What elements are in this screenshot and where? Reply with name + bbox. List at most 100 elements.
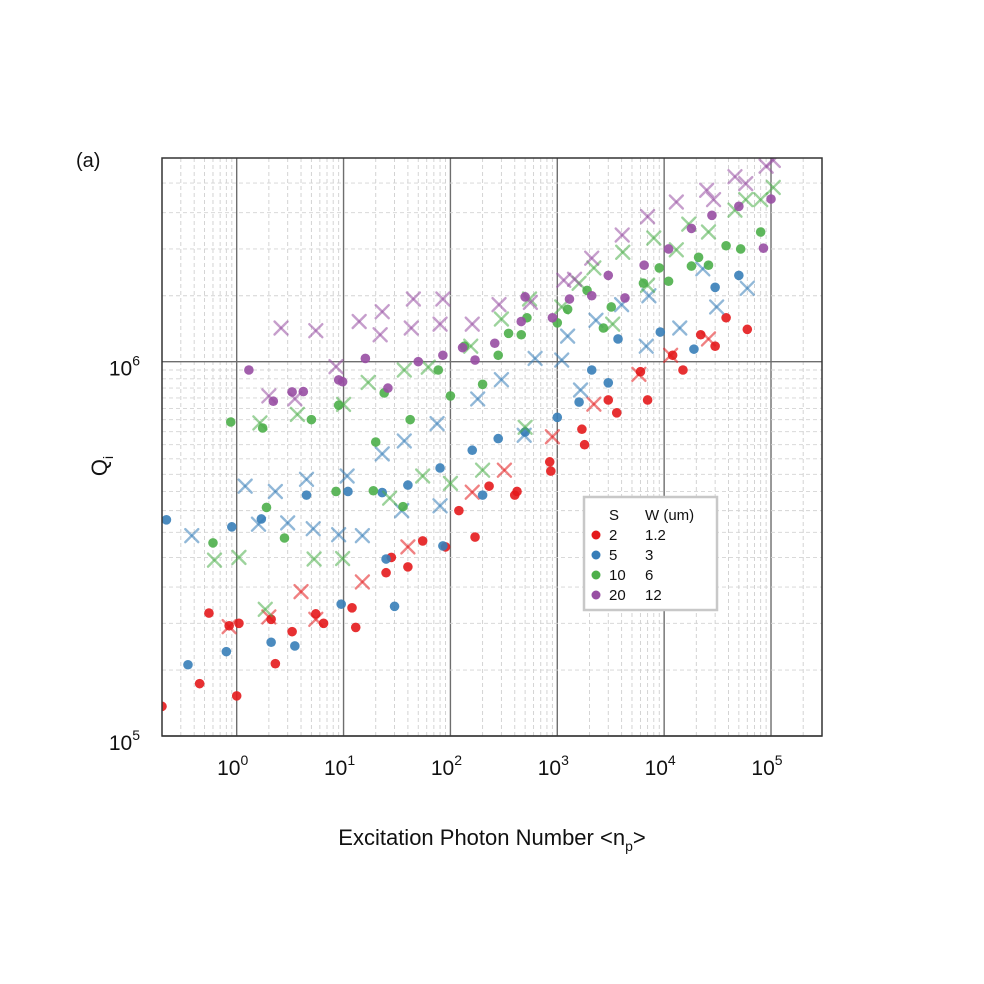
data-point-circle	[204, 608, 214, 618]
data-point-x	[306, 551, 322, 567]
data-point-circle	[678, 365, 688, 375]
data-point-circle	[438, 541, 448, 551]
data-point-circle	[301, 490, 312, 500]
data-point-circle	[433, 365, 444, 375]
data-point-x	[429, 415, 445, 432]
data-point-circle	[256, 514, 267, 524]
legend-marker	[591, 590, 601, 600]
data-point-circle	[586, 365, 597, 375]
x-tick-labels: 100 101 102 103 104 105	[217, 752, 783, 780]
y-tick-label: 105	[109, 727, 140, 755]
data-point-circle	[516, 316, 527, 327]
data-point-circle	[381, 554, 391, 564]
x-tick-label: 102	[431, 752, 462, 780]
data-point-circle	[405, 414, 415, 425]
data-point-circle	[742, 324, 753, 335]
data-point-x	[668, 194, 685, 210]
x-tick-exponent: 0	[240, 752, 248, 768]
data-point-circle	[261, 502, 272, 513]
y-tick-exponent: 6	[132, 353, 140, 369]
data-point-x	[261, 609, 277, 625]
x-tick-exponent: 5	[775, 752, 783, 768]
data-point-circle	[707, 210, 717, 221]
x-axis-title: Excitation Photon Number <np>	[338, 825, 645, 854]
y-tick-base: 10	[109, 358, 132, 381]
y-tick-base: 10	[109, 732, 132, 755]
plot-frame	[161, 157, 823, 737]
plot-area	[162, 158, 781, 712]
data-point-circle	[603, 378, 614, 388]
data-point-x	[328, 358, 344, 375]
data-point-circle	[484, 481, 494, 491]
data-point-circle	[710, 282, 720, 293]
data-point-circle	[735, 244, 746, 254]
data-point-x	[586, 396, 602, 412]
data-point-x	[727, 168, 743, 185]
data-point-circle	[564, 294, 575, 304]
data-point-circle	[234, 618, 244, 629]
data-point-x	[705, 191, 722, 208]
data-point-x	[396, 433, 412, 449]
data-point-circle	[579, 439, 590, 450]
data-point-x	[354, 574, 371, 590]
data-point-x	[464, 316, 480, 332]
data-point-x	[432, 316, 448, 332]
data-point-circle	[413, 356, 424, 367]
data-point-x	[237, 478, 253, 494]
data-point-x	[491, 296, 507, 313]
data-point-x	[305, 520, 321, 537]
data-point-x	[615, 244, 631, 260]
data-point-x	[668, 242, 685, 258]
data-point-circle	[546, 466, 556, 476]
data-point-x	[289, 406, 306, 423]
data-point-x	[335, 396, 352, 413]
data-point-x	[738, 175, 754, 192]
data-point-x	[493, 311, 510, 327]
data-point-circle	[244, 365, 254, 375]
legend-marker	[591, 530, 601, 540]
data-point-x	[206, 552, 223, 568]
data-point-circle	[755, 227, 766, 237]
x-tick-label: 100	[217, 752, 248, 780]
data-point-circle	[654, 263, 665, 273]
data-point-x	[354, 527, 371, 544]
data-point-circle	[642, 395, 653, 405]
x-tick-base: 10	[217, 757, 240, 780]
data-point-circle	[398, 501, 408, 512]
data-point-circle	[586, 290, 597, 301]
data-point-circle	[403, 562, 413, 572]
data-point-circle	[343, 486, 353, 497]
x-axis-title-subscript: p	[625, 838, 633, 854]
legend-w-value: 1.2	[645, 527, 666, 544]
data-point-x	[522, 294, 539, 311]
data-point-circle	[270, 658, 281, 669]
data-point-circle	[383, 383, 393, 393]
data-point-circle	[454, 505, 464, 516]
data-point-circle	[721, 240, 731, 251]
data-point-x	[708, 299, 725, 315]
data-point-x	[435, 291, 451, 307]
data-point-x	[267, 483, 284, 500]
data-point-x	[544, 429, 561, 445]
data-point-x	[700, 224, 717, 240]
x-tick-base: 10	[431, 757, 454, 780]
x-tick-label: 104	[645, 752, 676, 780]
data-point-circle	[721, 312, 731, 323]
data-point-circle	[620, 293, 630, 303]
data-point-x	[739, 280, 756, 297]
data-point-circle	[686, 261, 697, 271]
data-point-circle	[368, 485, 379, 496]
data-point-circle	[162, 701, 167, 712]
data-points	[162, 158, 781, 712]
legend-header-w: W (um)	[645, 507, 694, 524]
data-point-circle	[613, 334, 623, 344]
legend-header-s: S	[609, 507, 619, 524]
legend-s-value: 5	[609, 547, 617, 564]
data-point-x	[279, 515, 296, 531]
legend-w-value: 12	[645, 587, 662, 604]
data-point-x	[638, 338, 654, 354]
data-point-circle	[663, 276, 674, 287]
data-point-x	[298, 471, 315, 488]
y-axis-title-main: Q	[87, 459, 112, 476]
data-point-circle	[544, 457, 555, 467]
